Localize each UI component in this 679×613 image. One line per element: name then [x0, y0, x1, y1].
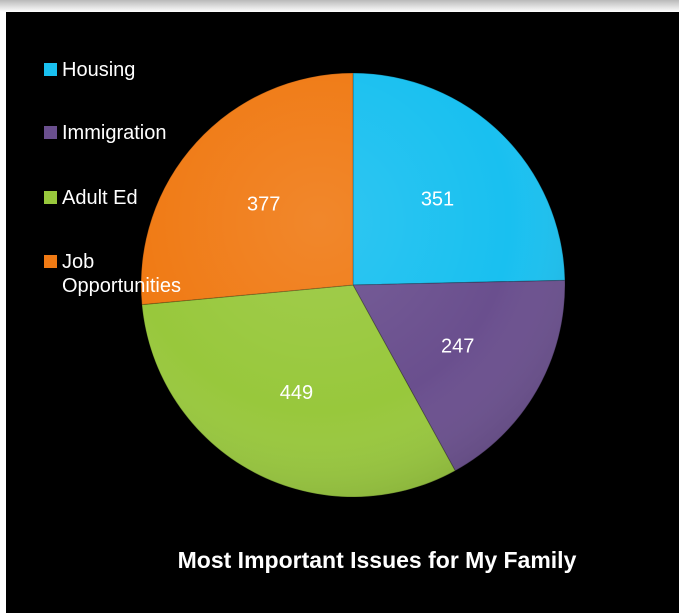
- data-label-adult-ed: 449: [280, 382, 313, 404]
- legend-item-adult-ed: Adult Ed: [44, 186, 244, 210]
- legend-label-housing: Housing: [62, 59, 136, 81]
- chart-title: Most Important Issues for My Family: [177, 547, 577, 573]
- data-label-housing: 351: [421, 189, 454, 211]
- legend-label-adult-ed: Adult Ed: [62, 187, 138, 209]
- pie-slice-housing: [352, 72, 566, 286]
- legend-item-immigration: Immigration: [44, 121, 244, 145]
- legend-swatch-immigration: [44, 126, 57, 139]
- legend-label-job-opportunities: Job Opportunities: [62, 251, 181, 297]
- legend-item-job-opportunities: Job Opportunities: [44, 250, 244, 298]
- legend-swatch-job-opportunities: [44, 255, 57, 268]
- data-label-job-opportunities: 377: [247, 194, 280, 216]
- legend-label-immigration: Immigration: [62, 122, 167, 144]
- pie-data-labels: 351 247 449 377: [247, 189, 474, 404]
- legend-swatch-housing: [44, 63, 57, 76]
- data-label-immigration: 247: [441, 335, 474, 357]
- top-shadow: [0, 0, 679, 12]
- legend-swatch-adult-ed: [44, 191, 57, 204]
- legend-item-housing: Housing: [44, 58, 244, 82]
